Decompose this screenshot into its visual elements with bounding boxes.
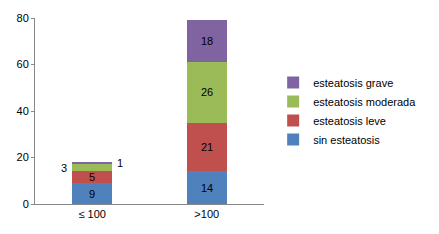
svg-text:>100: >100 [194, 208, 219, 220]
svg-text:3: 3 [61, 162, 67, 174]
svg-text:9: 9 [89, 188, 95, 200]
svg-text:20: 20 [17, 151, 29, 163]
svg-text:80: 80 [17, 12, 29, 24]
svg-text:esteatosis grave: esteatosis grave [313, 77, 393, 89]
svg-text:0: 0 [23, 198, 29, 210]
svg-text:sin esteatosis: sin esteatosis [313, 134, 380, 146]
svg-text:5: 5 [89, 171, 95, 183]
svg-text:21: 21 [201, 141, 213, 153]
svg-text:≤ 100: ≤ 100 [79, 208, 106, 220]
svg-text:18: 18 [201, 35, 213, 47]
svg-text:esteatosis leve: esteatosis leve [313, 115, 386, 127]
svg-text:14: 14 [201, 182, 213, 194]
svg-text:26: 26 [201, 86, 213, 98]
svg-text:40: 40 [17, 105, 29, 117]
svg-text:60: 60 [17, 58, 29, 70]
svg-text:esteatosis moderada: esteatosis moderada [313, 96, 416, 108]
svg-text:1: 1 [117, 157, 123, 169]
